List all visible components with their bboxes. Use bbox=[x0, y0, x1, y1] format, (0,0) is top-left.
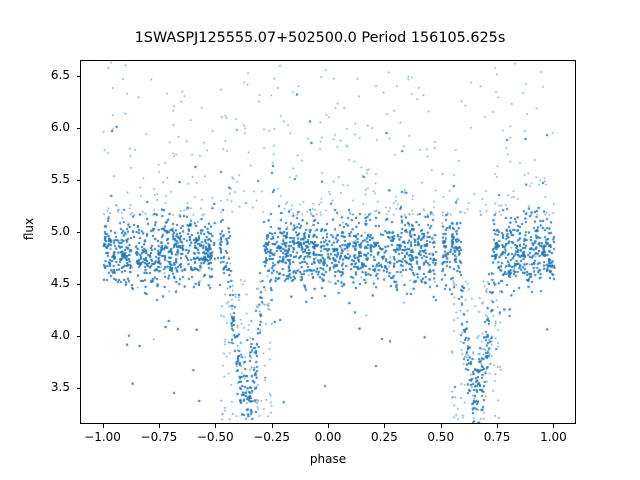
y-tick-label: 3.5 bbox=[50, 379, 70, 394]
chart-title: 1SWASPJ125555.07+502500.0 Period 156105.… bbox=[134, 30, 506, 46]
scatter-plot-canvas bbox=[81, 61, 575, 423]
x-tick-mark bbox=[215, 424, 217, 428]
x-tick-label: 0.50 bbox=[427, 430, 455, 444]
x-tick-label: 1.00 bbox=[540, 430, 567, 444]
x-tick-mark bbox=[497, 424, 499, 428]
x-tick-mark bbox=[553, 424, 555, 428]
y-tick-mark bbox=[76, 75, 80, 77]
y-tick-mark bbox=[76, 335, 80, 337]
x-tick-label: −1.00 bbox=[84, 430, 121, 444]
x-tick-label: 0.75 bbox=[483, 430, 511, 444]
y-tick-mark bbox=[76, 179, 80, 181]
x-tick-label: 0.25 bbox=[371, 430, 398, 444]
plot-area bbox=[80, 60, 576, 424]
y-tick-mark bbox=[76, 127, 80, 129]
x-tick-label: −0.50 bbox=[196, 430, 234, 444]
y-tick-label: 6.0 bbox=[50, 119, 70, 134]
y-axis-label: flux bbox=[22, 217, 36, 241]
x-tick-mark bbox=[328, 424, 329, 428]
x-tick-mark bbox=[102, 424, 104, 428]
x-tick-mark bbox=[271, 424, 273, 428]
y-tick-label: 6.5 bbox=[50, 67, 70, 82]
x-tick-mark bbox=[384, 424, 386, 428]
y-tick-label: 4.0 bbox=[50, 327, 70, 342]
x-tick-label: −0.25 bbox=[253, 430, 291, 444]
y-tick-label: 4.5 bbox=[50, 275, 70, 290]
y-tick-label: 5.5 bbox=[50, 171, 70, 186]
x-axis-label: phase bbox=[309, 452, 347, 466]
y-tick-mark bbox=[76, 387, 80, 389]
x-tick-label: −0.75 bbox=[140, 430, 178, 444]
x-tick-mark bbox=[158, 424, 160, 428]
x-tick-mark bbox=[440, 424, 442, 428]
x-tick-label: 0.00 bbox=[314, 430, 342, 444]
y-tick-mark bbox=[76, 231, 80, 233]
y-tick-label: 5.0 bbox=[50, 223, 70, 238]
y-tick-mark bbox=[76, 283, 80, 285]
